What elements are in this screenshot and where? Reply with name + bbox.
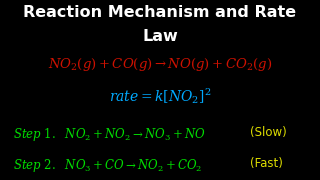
Text: $rate = k[NO_2]^2$: $rate = k[NO_2]^2$ [109,86,211,106]
Text: $Step\ 2.\ \ NO_3 + CO \rightarrow NO_2 + CO_2$: $Step\ 2.\ \ NO_3 + CO \rightarrow NO_2 … [13,157,202,174]
Text: Law: Law [142,29,178,44]
Text: $Step\ 1.\ \ NO_2 + NO_2 \rightarrow NO_3 + NO$: $Step\ 1.\ \ NO_2 + NO_2 \rightarrow NO_… [13,126,206,143]
Text: $NO_2(g) + CO(g) \rightarrow NO(g) + CO_2(g)$: $NO_2(g) + CO(g) \rightarrow NO(g) + CO_… [48,56,272,73]
Text: (Slow): (Slow) [250,126,286,139]
Text: Reaction Mechanism and Rate: Reaction Mechanism and Rate [23,5,297,20]
Text: (Fast): (Fast) [250,157,283,170]
